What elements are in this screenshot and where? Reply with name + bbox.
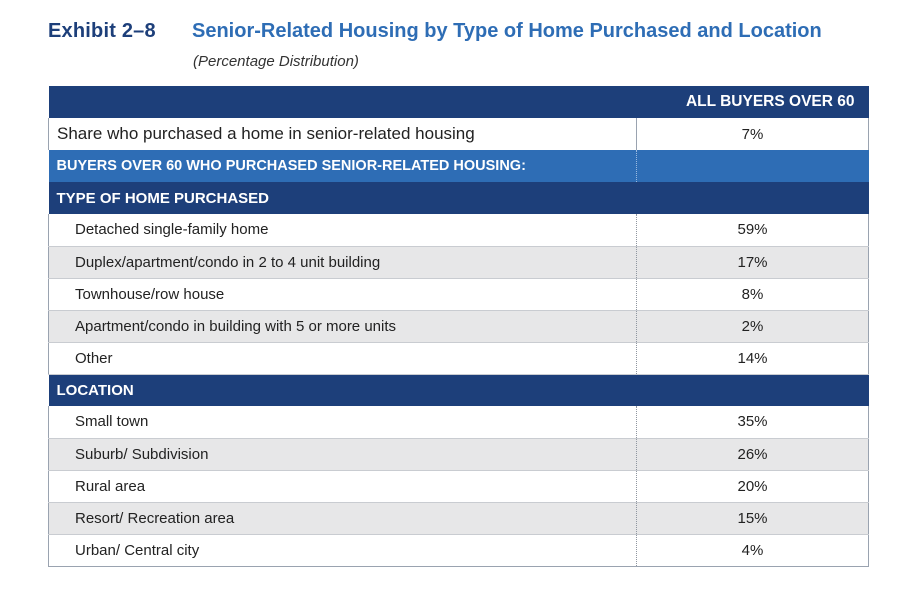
- table-row: Resort/ Recreation area 15%: [48, 502, 869, 535]
- table-row: Other 14%: [48, 342, 869, 375]
- share-row-label: Share who purchased a home in senior-rel…: [48, 118, 637, 150]
- table-row: Apartment/condo in building with 5 or mo…: [48, 310, 869, 343]
- row-value: 17%: [636, 246, 869, 279]
- section-blank-cell: [636, 374, 869, 406]
- row-label: Detached single-family home: [48, 214, 637, 247]
- exhibit-subtitle: (Percentage Distribution): [193, 53, 359, 70]
- share-row-value: 7%: [636, 118, 869, 150]
- exhibit-title: Senior-Related Housing by Type of Home P…: [192, 20, 822, 42]
- row-value: 15%: [636, 502, 869, 535]
- table-row: Urban/ Central city 4%: [48, 534, 869, 567]
- row-value: 26%: [636, 438, 869, 471]
- section-title: LOCATION: [48, 374, 637, 406]
- row-label: Duplex/apartment/condo in 2 to 4 unit bu…: [48, 246, 637, 279]
- subheader-blank-cell: [636, 150, 869, 182]
- table-row: Suburb/ Subdivision 26%: [48, 438, 869, 471]
- section-header-type: TYPE OF HOME PURCHASED: [48, 182, 869, 214]
- row-label: Townhouse/row house: [48, 278, 637, 311]
- table-row: Detached single-family home 59%: [48, 214, 869, 247]
- row-value: 8%: [636, 278, 869, 311]
- row-label: Suburb/ Subdivision: [48, 438, 637, 471]
- row-label: Small town: [48, 406, 637, 439]
- row-label: Resort/ Recreation area: [48, 502, 637, 535]
- header-blank-cell: [48, 86, 637, 118]
- row-value: 2%: [636, 310, 869, 343]
- table-row: Rural area 20%: [48, 470, 869, 503]
- row-value: 4%: [636, 534, 869, 567]
- row-label: Other: [48, 342, 637, 375]
- subheader-row: BUYERS OVER 60 WHO PURCHASED SENIOR-RELA…: [48, 150, 869, 182]
- row-value: 14%: [636, 342, 869, 375]
- subheader-label: BUYERS OVER 60 WHO PURCHASED SENIOR-RELA…: [48, 150, 637, 182]
- table-row: Townhouse/row house 8%: [48, 278, 869, 311]
- section-title: TYPE OF HOME PURCHASED: [48, 182, 637, 214]
- row-label: Urban/ Central city: [48, 534, 637, 567]
- data-table: ALL BUYERS OVER 60 Share who purchased a…: [48, 86, 869, 567]
- row-label: Rural area: [48, 470, 637, 503]
- section-blank-cell: [636, 182, 869, 214]
- exhibit-label: Exhibit 2–8: [48, 20, 156, 42]
- share-row: Share who purchased a home in senior-rel…: [48, 118, 869, 150]
- row-value: 35%: [636, 406, 869, 439]
- table-row: Small town 35%: [48, 406, 869, 439]
- column-header: ALL BUYERS OVER 60: [636, 86, 869, 118]
- row-value: 20%: [636, 470, 869, 503]
- table-header-row: ALL BUYERS OVER 60: [48, 86, 869, 118]
- row-value: 59%: [636, 214, 869, 247]
- row-label: Apartment/condo in building with 5 or mo…: [48, 310, 637, 343]
- table-row: Duplex/apartment/condo in 2 to 4 unit bu…: [48, 246, 869, 279]
- section-header-location: LOCATION: [48, 374, 869, 406]
